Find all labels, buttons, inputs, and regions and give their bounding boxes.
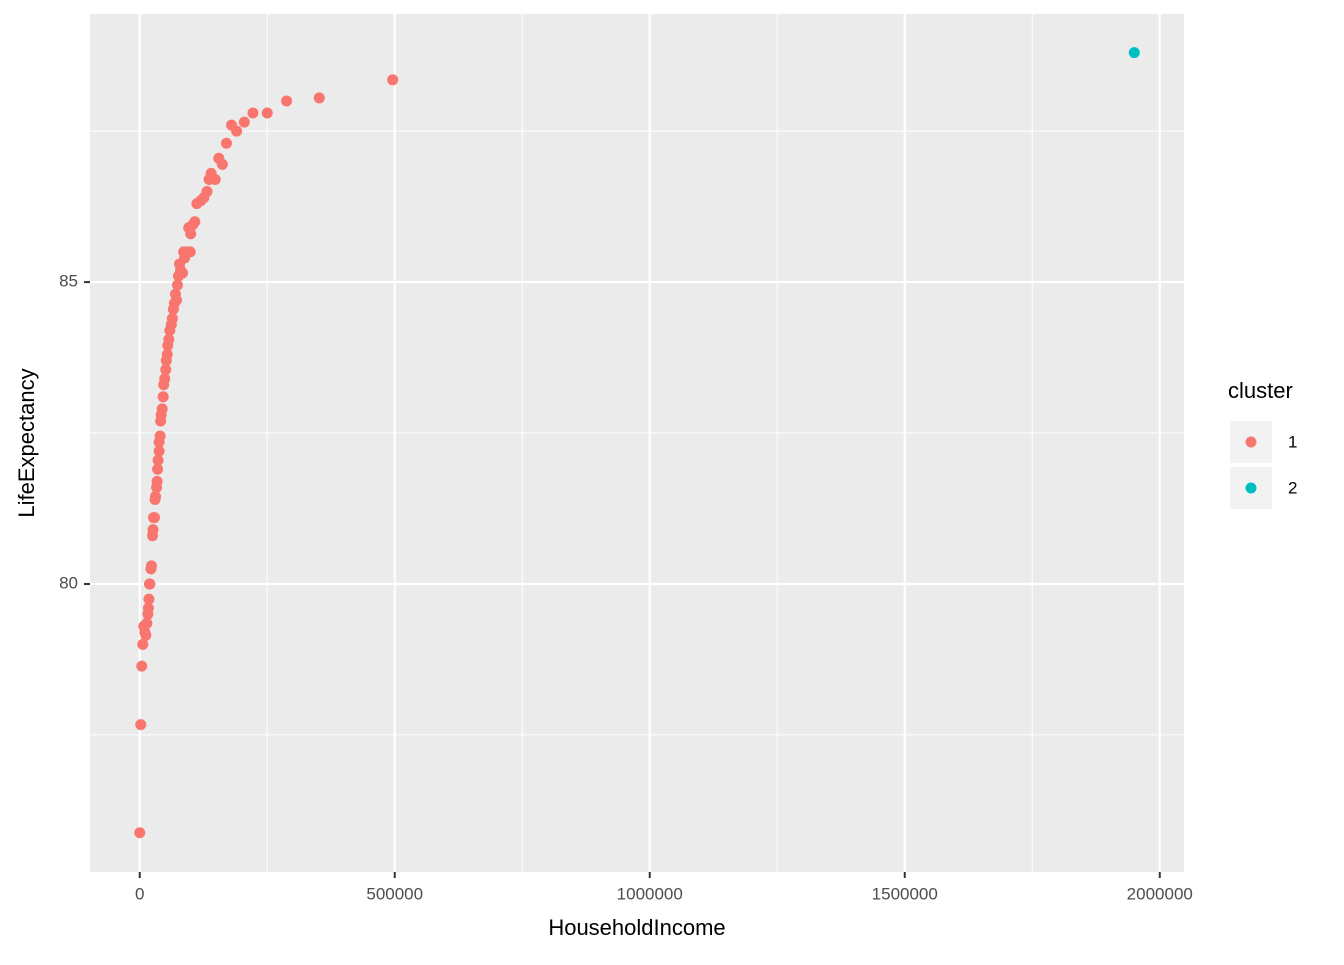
point	[216, 158, 228, 170]
point	[134, 827, 146, 839]
x-tick-label: 1000000	[617, 884, 683, 903]
y-tick-label: 85	[59, 272, 78, 291]
point	[141, 617, 153, 629]
point	[201, 186, 213, 198]
point	[247, 107, 259, 119]
x-tick-label: 500000	[366, 884, 423, 903]
point	[387, 74, 399, 86]
legend-marker	[1245, 482, 1257, 494]
point	[169, 288, 181, 300]
point	[261, 107, 273, 119]
point	[137, 638, 149, 650]
point	[150, 490, 162, 502]
point	[151, 475, 163, 487]
point	[161, 349, 173, 361]
point	[156, 403, 168, 415]
point	[143, 593, 155, 605]
legend-label: 2	[1288, 478, 1297, 497]
point	[147, 524, 159, 536]
point	[166, 312, 178, 324]
legend-label: 1	[1288, 432, 1297, 451]
point	[209, 173, 221, 185]
point	[189, 216, 201, 228]
point	[153, 445, 165, 457]
point	[1128, 47, 1140, 59]
grid	[90, 14, 1184, 872]
point	[184, 246, 196, 258]
x-tick-label: 1500000	[872, 884, 938, 903]
x-axis-title: HouseholdIncome	[548, 915, 725, 940]
point	[135, 719, 147, 731]
point	[145, 560, 157, 572]
y-tick-label: 80	[59, 573, 78, 592]
point	[159, 373, 171, 385]
point	[220, 137, 232, 149]
legend-marker	[1245, 436, 1257, 448]
legend: 12	[1230, 421, 1297, 509]
point	[142, 602, 154, 614]
point	[154, 430, 166, 442]
x-tick-label: 2000000	[1127, 884, 1193, 903]
point	[160, 364, 172, 376]
y-axis-title: LifeExpectancy	[14, 368, 39, 517]
point	[152, 454, 164, 466]
points	[134, 47, 1140, 839]
point	[185, 228, 197, 240]
point	[313, 92, 325, 104]
point	[157, 391, 169, 403]
panel	[90, 14, 1184, 872]
point	[177, 267, 189, 279]
point	[171, 279, 183, 291]
point	[238, 116, 250, 128]
point	[140, 629, 152, 641]
point	[163, 333, 175, 345]
point	[149, 512, 161, 524]
legend-title: cluster	[1228, 378, 1293, 403]
point	[231, 125, 243, 137]
point	[281, 95, 293, 107]
point	[136, 660, 148, 672]
point	[144, 578, 156, 590]
point	[152, 463, 164, 475]
x-tick-label: 0	[135, 884, 144, 903]
